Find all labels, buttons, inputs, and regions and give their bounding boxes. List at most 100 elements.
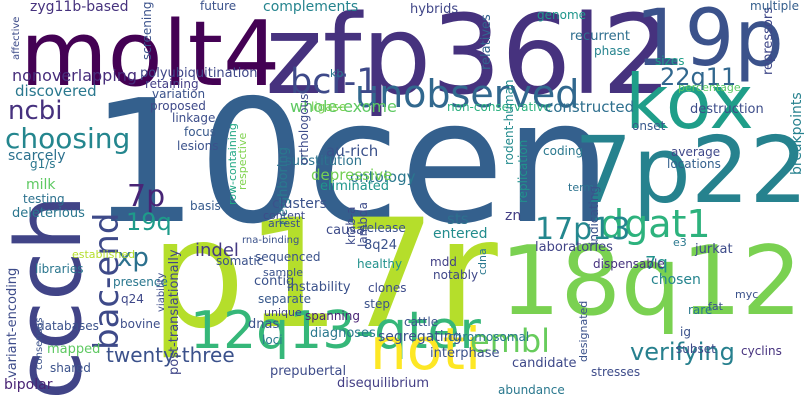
- word-rare: rare: [688, 303, 713, 317]
- word-7p22: 7p22: [574, 117, 808, 224]
- word-term: term: [568, 181, 595, 194]
- word-retaining: retaining: [145, 77, 199, 91]
- word-healthy: healthy: [357, 257, 403, 271]
- word-sts: sts: [447, 210, 469, 228]
- word-indicating: indicating: [587, 185, 601, 245]
- word-ontology: ontology: [350, 168, 416, 186]
- word-subset: subset: [676, 342, 716, 356]
- word-laboratories: laboratories: [535, 240, 613, 255]
- word-release: release: [362, 221, 406, 235]
- word-focus: focus: [184, 125, 217, 139]
- word-kb: kb: [330, 67, 344, 80]
- word-hybrids: hybrids: [410, 2, 459, 17]
- word-e3: e3: [673, 236, 687, 249]
- word-indel: indel: [195, 240, 239, 261]
- word-stresses: stresses: [591, 365, 641, 379]
- word-candidate: candidate: [512, 356, 577, 371]
- word-cdna: cdna: [476, 248, 489, 275]
- word-contig: contig: [254, 274, 295, 289]
- word-replication: replication: [516, 139, 530, 203]
- word-respective: respective: [236, 132, 249, 190]
- word-eliminated: eliminated: [320, 179, 390, 194]
- word-prepubertal: prepubertal: [270, 364, 347, 379]
- word-substitution: substitution: [285, 154, 362, 169]
- word-dispensable: dispensable: [593, 257, 665, 271]
- word-deleterious: deleterious: [12, 206, 85, 221]
- word-clusters: clusters: [272, 196, 327, 212]
- word-bipolar: bipolar: [4, 377, 53, 393]
- word-verifying: verifying: [630, 338, 735, 366]
- word-chromosomal: chromosomal: [448, 330, 530, 344]
- word-loci: loci: [262, 333, 283, 347]
- word-lesions: lesions: [177, 139, 219, 153]
- word-constructed: constructed: [545, 98, 635, 116]
- word-disequilibrium: disequilibrium: [337, 376, 430, 391]
- word-destruction: destruction: [690, 102, 764, 117]
- word-average: average: [671, 145, 721, 159]
- word-instability: instability: [287, 280, 351, 295]
- word-ligase: ligase: [311, 100, 347, 114]
- word-p17r: p17r: [150, 188, 498, 362]
- word-unique: unique: [264, 306, 302, 319]
- word-orthologous: orthologous: [297, 93, 311, 165]
- word-cattle: cattle: [404, 315, 439, 329]
- word-unobserved: unobserved: [355, 72, 580, 116]
- word-scarcely: scarcely: [8, 148, 66, 164]
- word-nonoverlapping: nonoverlapping: [12, 66, 138, 85]
- word-multiple: multiple: [750, 0, 800, 13]
- word-ncbi: ncbi: [8, 96, 63, 126]
- word-diagnoses: diagnoses: [310, 326, 376, 341]
- word-bovine: bovine: [120, 317, 161, 331]
- word-post-translationally: post-translationally: [167, 249, 182, 375]
- word-somatic: somatic: [216, 254, 264, 268]
- word-non-conservative: non-conservative: [447, 100, 551, 114]
- word-mapped: mapped: [47, 342, 101, 357]
- word-proposed: proposed: [150, 99, 206, 113]
- word-milk: milk: [26, 177, 56, 193]
- word-19q: 19q: [126, 208, 172, 236]
- word-recurrent: recurrent: [570, 29, 630, 44]
- word-zn: zn: [505, 208, 522, 224]
- word-screening: screening: [140, 1, 154, 60]
- word-notably: notably: [433, 268, 479, 282]
- word-step: step: [364, 297, 390, 311]
- word-spanning: spanning: [305, 309, 360, 323]
- word-kox: kox: [625, 58, 754, 146]
- word-affective: affective: [11, 16, 22, 60]
- word-19p: 19p: [635, 0, 784, 84]
- word-consensus: consensus: [34, 317, 45, 370]
- word-linkage: linkage: [172, 111, 216, 125]
- word-dnas: dnas: [248, 317, 280, 332]
- word-segregating: segregating: [378, 329, 462, 345]
- word-noti: noti: [370, 315, 482, 383]
- word-abundance: abundance: [498, 383, 565, 397]
- word-libraries: libraries: [35, 262, 84, 276]
- word-embl: embl: [470, 322, 551, 360]
- word-arrest: arrest: [268, 217, 301, 230]
- word-depressive: depressive: [311, 166, 393, 184]
- word-g1-s: g1/s: [30, 157, 56, 171]
- word-7q: 7q: [645, 253, 668, 274]
- word-rna-binding: rna-binding: [242, 235, 300, 246]
- word-genome: genome: [537, 8, 587, 22]
- word-variant-encoding: variant-encoding: [5, 267, 20, 378]
- word-polyubiquitination: polyubiquitination: [140, 66, 258, 81]
- word-clones: clones: [368, 281, 407, 295]
- word-sequenced: sequenced: [255, 250, 321, 264]
- word-established: established: [72, 248, 136, 261]
- word-7p: 7p: [127, 179, 166, 214]
- word-interphase: interphase: [430, 346, 500, 361]
- word-ig: ig: [680, 325, 691, 339]
- word-variation: variation: [152, 87, 206, 101]
- word-designated: designated: [577, 300, 590, 362]
- word-cyclins: cyclins: [741, 344, 782, 358]
- word-entered: entered: [433, 226, 488, 242]
- word-molt4: molt4: [20, 2, 281, 107]
- word-testing: testing: [23, 192, 65, 206]
- word-choosing: choosing: [5, 122, 131, 155]
- word-fat: fat: [708, 300, 723, 313]
- word-xp: xp: [117, 243, 149, 273]
- word-percentage: percentage: [678, 81, 741, 94]
- word-zyg11b-based: zyg11b-based: [30, 0, 129, 15]
